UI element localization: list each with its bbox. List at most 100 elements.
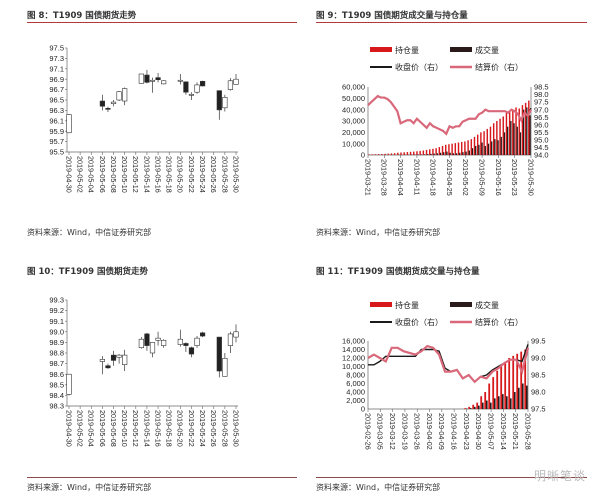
volume-bar [420, 154, 423, 155]
oi-bar [390, 153, 393, 155]
fig9-x-label: 2019-04-25 [445, 159, 454, 196]
candle-up [110, 101, 117, 104]
candle-up [122, 354, 128, 365]
oi-bar [508, 358, 511, 409]
volume-bar [494, 398, 496, 409]
oi-bar [484, 392, 487, 409]
fig10-x-label: 2019-05-02 [76, 410, 85, 447]
fig8-x-label: 2019-05-06 [98, 156, 107, 193]
fig10-x-label: 2019-05-12 [131, 410, 140, 447]
fig10-x-label: 2019-05-16 [153, 410, 162, 447]
oi-bar [515, 107, 517, 155]
watermark: 明晰笔谈 [533, 469, 586, 483]
fig11-x-label: 2019-03-05 [376, 413, 385, 450]
fig10-x-label: 2019-05-04 [87, 410, 96, 447]
candle-down [183, 343, 189, 346]
oi-bar [486, 128, 488, 155]
fig11-y2-y-label: 98.0 [531, 388, 546, 397]
fig10-y-label: 99.2 [49, 306, 64, 315]
fig11-legend-vol-swatch [450, 302, 472, 307]
oi-bar [499, 118, 501, 155]
fig10-y-label: 98.6 [49, 370, 64, 379]
fig11-y-label: 14,000 [342, 345, 365, 354]
fig8-x-label: 2019-05-30 [231, 156, 240, 193]
candle-down [110, 354, 117, 361]
oi-bar [448, 144, 450, 155]
candle-up [149, 342, 156, 354]
oi-bar [435, 148, 437, 155]
fig9-y2-y-label: 95.0 [534, 135, 549, 144]
fig10-x-label: 2019-05-10 [120, 410, 129, 447]
fig10-source: 资料来源：Wind，中信证券研究部 [27, 483, 152, 492]
volume-bar [446, 151, 448, 155]
fig8-x-label: 2019-05-02 [76, 156, 85, 193]
volume-bar [470, 408, 472, 409]
candle-up [194, 337, 200, 346]
volume-bar [474, 406, 476, 409]
fig10-x-label: 2019-05-26 [209, 410, 218, 447]
oi-bar [476, 134, 479, 155]
fig9-y-label: 60,000 [342, 83, 365, 92]
oi-bar [524, 349, 527, 409]
fig10-x-label: 2019-05-22 [187, 410, 196, 447]
candle-up [138, 73, 144, 84]
fig10-y-label: 98.4 [49, 391, 64, 400]
volume-bar [526, 107, 528, 155]
fig8-x-label: 2019-05-08 [109, 156, 118, 193]
volume-bar [507, 126, 509, 155]
volume-bar [482, 402, 484, 409]
oi-bar [460, 141, 463, 155]
fig8-x-label: 2019-05-26 [209, 156, 218, 193]
oi-bar [416, 151, 418, 155]
volume-bar [523, 109, 525, 155]
fig11-source-rule [316, 477, 587, 478]
candle-down [183, 81, 189, 93]
fig8-y-label: 96.9 [49, 75, 64, 84]
fig10-y-label: 98.9 [49, 338, 64, 347]
fig8-x-label: 2019-05-14 [142, 156, 151, 193]
oi-bar [409, 151, 412, 155]
candle-down [105, 108, 111, 110]
fig10-title: 图 10：TF1909 国债期货走势 [27, 267, 149, 277]
oi-bar [371, 154, 373, 155]
fig8-x-label: 2019-05-20 [176, 156, 185, 193]
fig9-legend-settle: 结算价（右） [475, 62, 523, 72]
fig8-y-label: 95.7 [49, 137, 64, 146]
oi-bar [520, 351, 523, 409]
volume-bar [491, 141, 493, 155]
oi-bar [488, 383, 491, 409]
fig11-y2-y-label: 97.5 [531, 405, 546, 414]
fig11-y2-y-label: 99.5 [531, 337, 546, 346]
oi-bar [496, 121, 498, 155]
oi-bar [400, 152, 402, 155]
fig11-x-label: 2019-04-30 [474, 413, 483, 450]
fig11-y-label: 0 [361, 405, 365, 414]
volume-bar [471, 148, 474, 155]
fig11-x-label: 2019-04-16 [450, 413, 459, 450]
fig8-y-label: 97.5 [49, 44, 64, 53]
volume-bar [510, 121, 512, 155]
fig8-y-label: 97.1 [49, 64, 64, 73]
candle-down [200, 332, 206, 337]
candle-down [155, 77, 161, 81]
candle-up [99, 359, 105, 362]
volume-bar [475, 145, 477, 155]
oi-bar [451, 143, 453, 155]
volume-bar [443, 152, 445, 155]
volume-bar [487, 143, 490, 155]
fig8-title: 图 8：T1909 国债期货走势 [27, 11, 137, 21]
fig11-y-label: 10,000 [342, 362, 365, 371]
fig9-y2-y-label: 97.0 [534, 105, 549, 114]
fig11-y-label: 2,000 [346, 396, 365, 405]
fig10-x-label: 2019-05-20 [176, 410, 185, 447]
oi-bar [464, 141, 466, 155]
fig8-y-label: 96.7 [49, 85, 64, 94]
candle-up [116, 354, 122, 358]
volume-bar [433, 153, 435, 155]
fig9-y2-y-label: 98.0 [534, 90, 549, 99]
fig11-legend-oi: 持仓量 [395, 300, 419, 310]
fig9-legend-close: 收盘价（右） [395, 62, 443, 72]
fig9-x-label: 2019-05-23 [510, 159, 519, 196]
volume-bar [519, 132, 522, 155]
